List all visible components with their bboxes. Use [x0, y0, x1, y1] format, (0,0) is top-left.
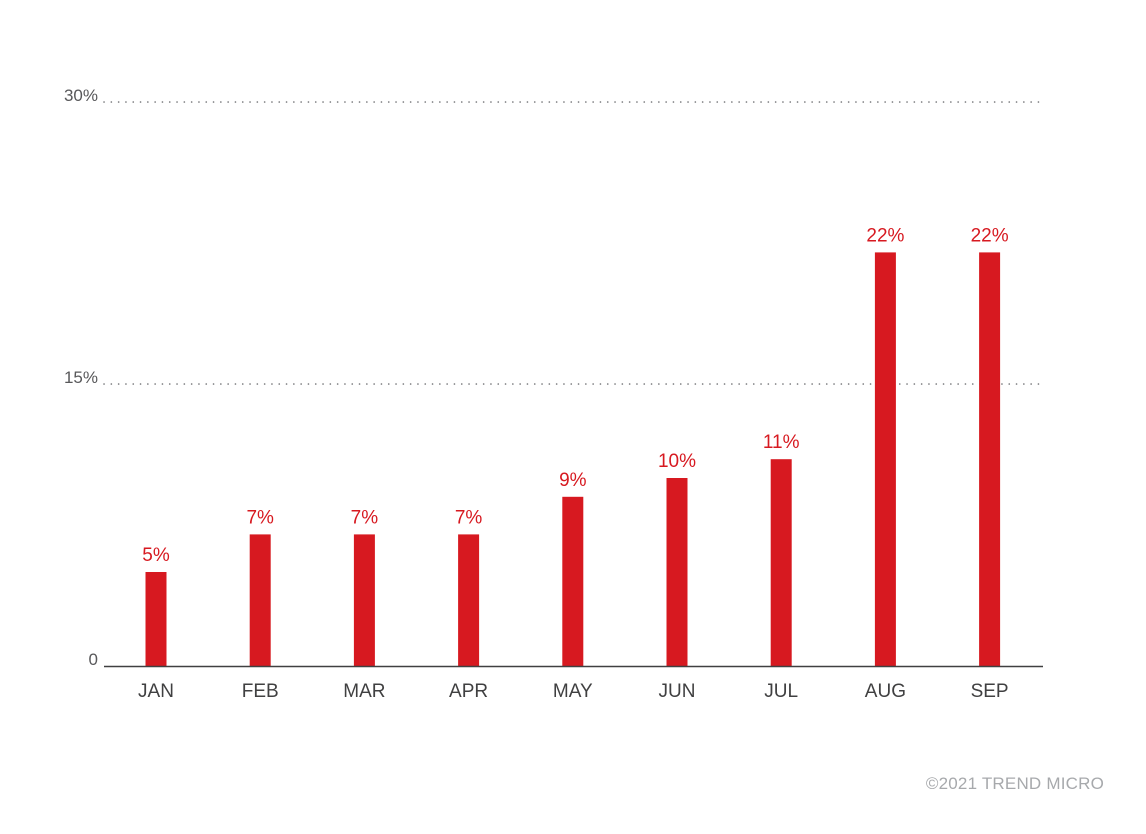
x-tick-label: SEP	[971, 681, 1009, 702]
y-axis-tick-labels: 0 15% 30%	[64, 86, 98, 669]
bar	[458, 534, 480, 666]
x-tick-label: MAR	[343, 681, 385, 702]
data-label: 5%	[142, 545, 170, 566]
data-label: 11%	[763, 432, 800, 453]
bar	[770, 459, 792, 666]
x-tick-label: APR	[449, 681, 488, 702]
data-label: 7%	[351, 507, 379, 528]
bar	[666, 478, 688, 666]
data-labels: 5% 7% 7% 7% 9% 10% 11% 22% 22%	[142, 225, 1008, 566]
bar	[874, 252, 896, 666]
bar	[562, 496, 584, 666]
data-label: 10%	[658, 451, 696, 472]
bar	[979, 252, 1001, 666]
x-axis-category-labels: JAN FEB MAR APR MAY JUN JUL AUG SEP	[138, 681, 1009, 702]
bar	[353, 534, 375, 666]
data-label: 7%	[246, 507, 274, 528]
data-label: 7%	[455, 507, 483, 528]
x-tick-label: JUL	[764, 681, 798, 702]
bar	[145, 572, 167, 666]
y-tick-label: 30%	[64, 86, 98, 105]
data-label: 9%	[559, 470, 587, 491]
x-tick-label: FEB	[242, 681, 279, 702]
x-tick-label: MAY	[553, 681, 593, 702]
y-tick-label: 15%	[64, 368, 98, 387]
y-tick-label: 0	[89, 650, 98, 669]
bars	[145, 252, 1001, 666]
data-label: 22%	[866, 225, 904, 246]
x-tick-label: AUG	[865, 681, 906, 702]
data-label: 22%	[971, 225, 1009, 246]
copyright-credit: ©2021 TREND MICRO	[925, 774, 1104, 793]
x-tick-label: JUN	[659, 681, 696, 702]
bar	[249, 534, 271, 666]
x-tick-label: JAN	[138, 681, 174, 702]
